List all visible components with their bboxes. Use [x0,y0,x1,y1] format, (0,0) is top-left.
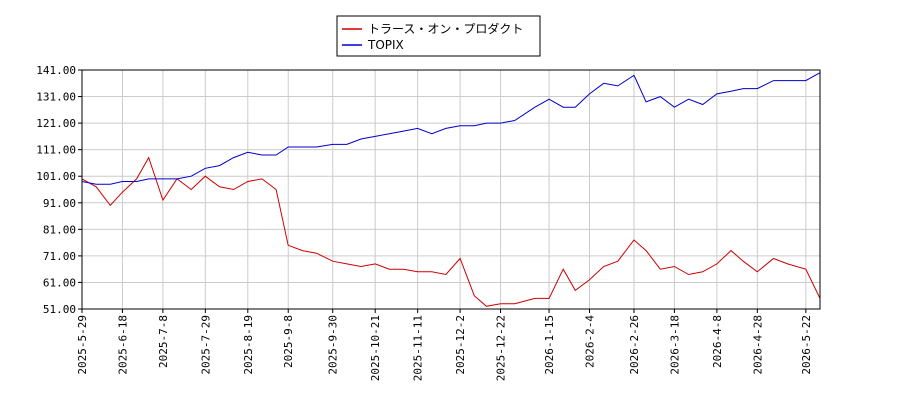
y-tick-label: 51.00 [43,303,76,316]
x-tick-label: 2026-1-15 [543,315,556,375]
legend-box [336,15,541,57]
series-layer [81,72,821,307]
y-tick-label: 81.00 [43,223,76,236]
series-line-1 [81,72,821,185]
y-tick-label: 101.00 [36,170,76,183]
x-tick-label: 2025-7-8 [157,315,170,368]
y-tick-label: 71.00 [43,250,76,263]
y-tick-label: 121.00 [36,117,76,130]
x-tick-label: 2026-3-18 [668,315,681,375]
x-tick-label: 2025-12-2 [454,315,467,375]
y-axis: 141.00 131.00 121.00 111.00 101.00 91.00 81.00… [36,64,82,316]
x-tick-label: 2025-5-29 [76,315,89,375]
x-tick-label: 2025-9-8 [282,315,295,368]
x-tick-label: 2026-2-26 [628,315,641,375]
x-tick-label: 2026-5-22 [800,315,813,375]
x-tick-label: 2026-4-28 [751,315,764,375]
x-tick-label: 2025-7-29 [199,315,212,375]
x-tick-label: 2025-6-18 [116,315,129,375]
y-tick-label: 131.00 [36,91,76,104]
x-tick-label: 2025-11-11 [412,315,425,381]
series-line-0 [81,156,821,307]
x-tick-label: 2025-10-21 [369,315,382,381]
grid [81,69,820,310]
x-tick-label: 2025-9-30 [327,315,340,375]
x-axis: 2025-5-29 2025-6-18 2025-7-8 2025-7-29 2025-… [76,309,813,381]
legend-entry-1: TOPIX [367,38,404,52]
plot-border [81,69,821,310]
legend: トラース・オン・プロダクト TOPIX [336,15,541,57]
x-tick-label: 2026-4-8 [711,315,724,368]
legend-entry-0: トラース・オン・プロダクト [368,21,523,36]
x-tick-label: 2025-8-19 [242,315,255,375]
y-tick-label: 91.00 [43,197,76,210]
x-tick-label: 2025-12-22 [495,315,508,381]
y-tick-label: 141.00 [36,64,76,77]
y-tick-label: 111.00 [36,144,76,157]
x-tick-label: 2026-2-4 [584,315,597,368]
y-tick-label: 61.00 [43,276,76,289]
